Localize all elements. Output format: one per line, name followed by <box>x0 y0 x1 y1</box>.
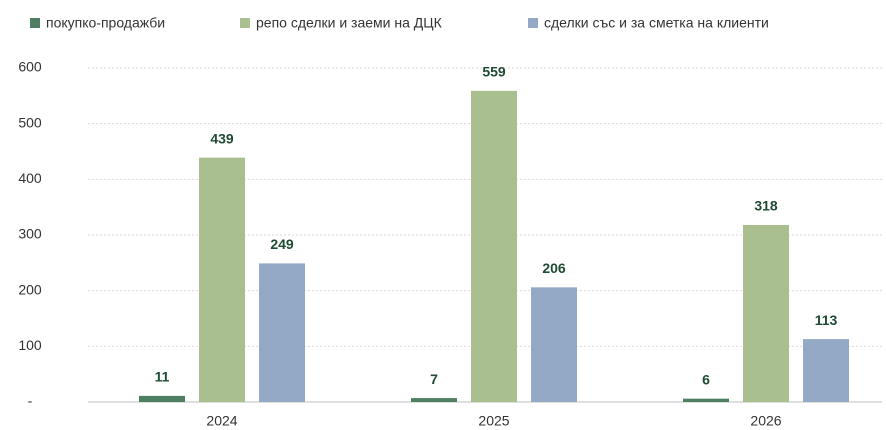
legend-swatch <box>528 18 538 28</box>
y-tick-label: 500 <box>18 114 42 130</box>
bar <box>803 339 849 402</box>
y-tick-label: 100 <box>18 337 42 353</box>
value-label: 113 <box>815 312 838 328</box>
y-tick-label: - <box>28 393 33 409</box>
y-tick-label: 200 <box>18 281 42 297</box>
value-label: 11 <box>155 369 170 385</box>
x-tick-label: 2024 <box>206 413 237 429</box>
legend-label: покупко-продажби <box>46 15 165 31</box>
y-tick-label: 300 <box>18 226 42 242</box>
bar <box>259 263 305 402</box>
value-label: 559 <box>482 64 506 80</box>
bar <box>471 90 517 402</box>
bar <box>531 287 577 402</box>
value-label: 6 <box>702 371 710 387</box>
bar <box>683 398 729 402</box>
legend-label: сделки със и за сметка на клиенти <box>544 15 769 31</box>
legend-label: репо сделки и заеми на ДЦК <box>256 15 443 31</box>
y-tick-label: 600 <box>18 59 42 75</box>
bar <box>199 157 245 402</box>
value-label: 206 <box>542 260 566 276</box>
x-tick-label: 2026 <box>750 413 781 429</box>
legend-swatch <box>30 18 40 28</box>
value-label: 439 <box>210 130 234 146</box>
bar <box>743 224 789 402</box>
value-label: 249 <box>270 236 294 252</box>
bar <box>139 395 185 402</box>
bar <box>411 398 457 402</box>
value-label: 7 <box>430 371 438 387</box>
legend-swatch <box>240 18 250 28</box>
y-tick-label: 400 <box>18 170 42 186</box>
value-label: 318 <box>754 198 778 214</box>
x-tick-label: 2025 <box>478 413 509 429</box>
